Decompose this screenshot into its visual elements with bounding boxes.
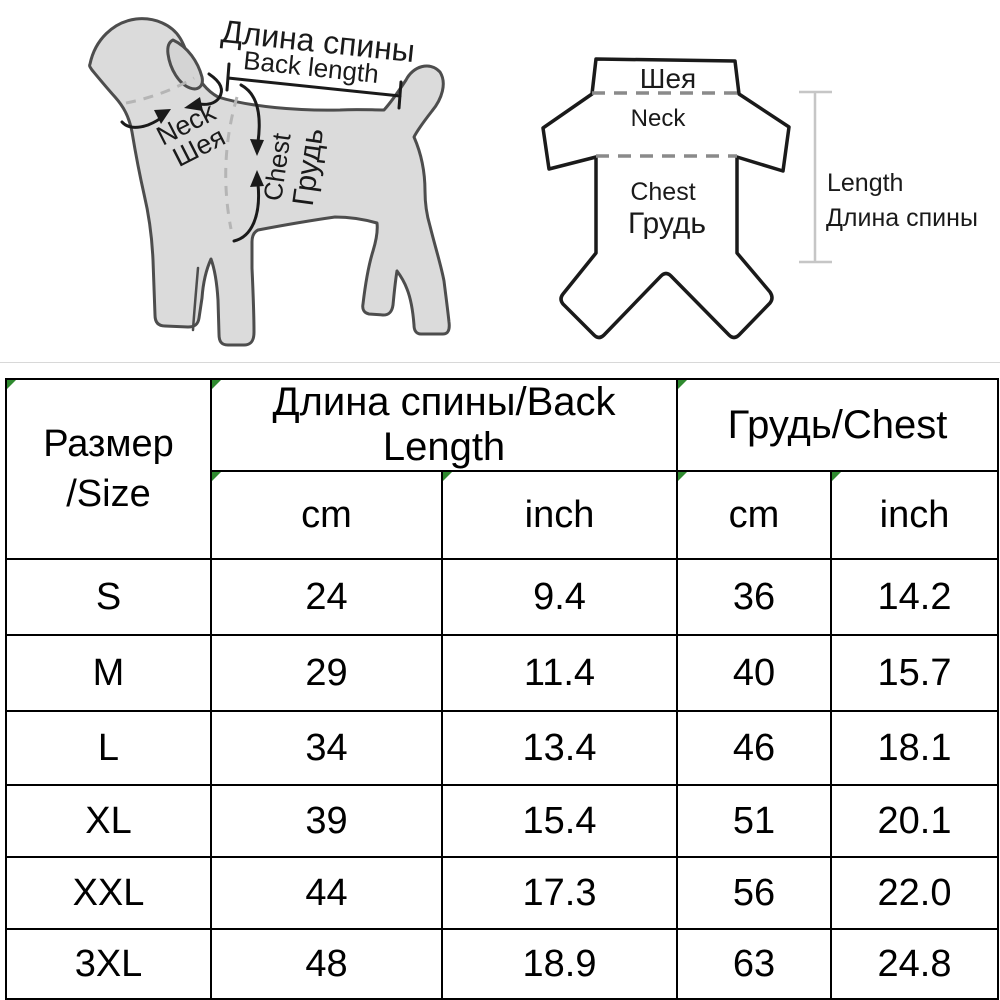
cell-corner-mark bbox=[678, 472, 687, 481]
cell-corner-mark bbox=[678, 380, 687, 389]
cell-corner-mark bbox=[443, 472, 452, 481]
chest-arrow-upper-curve bbox=[239, 83, 261, 144]
table-header-row-2: cm inch cm inch bbox=[6, 470, 1000, 560]
table-row-xl: XL 39 15.4 51 20.1 bbox=[5, 784, 1000, 858]
table-row-3xl: 3XL 48 18.9 63 24.8 bbox=[5, 928, 1000, 1000]
dog-measurement-diagram: Длина спины Back length Neck Шея Chest Г… bbox=[88, 13, 451, 347]
size-cell: M bbox=[5, 634, 212, 712]
table-top-artifact-line bbox=[0, 362, 1000, 363]
chest-arrow-upper-head bbox=[250, 139, 264, 156]
chest-arrow-lower-head bbox=[250, 170, 264, 187]
table-row-m: M 29 11.4 40 15.7 bbox=[5, 634, 1000, 712]
neck-arrow-left-head bbox=[154, 109, 171, 124]
chest-cm-cell: 51 bbox=[676, 784, 832, 858]
chest-inch-cell: 14.2 bbox=[829, 558, 1000, 636]
chest-inch-cell: 20.1 bbox=[829, 784, 1000, 858]
header-back-inch: inch bbox=[441, 470, 678, 560]
table-header-row-1: Размер /Size Длина спины/Back Length Гру… bbox=[5, 378, 1000, 560]
dog-front-leg-split-line bbox=[191, 266, 200, 332]
neck-arrow-top-head bbox=[184, 97, 203, 111]
header-chest-cm: cm bbox=[676, 470, 832, 560]
back-cm-cell: 24 bbox=[210, 558, 443, 636]
chest-cm-cell: 56 bbox=[676, 856, 832, 930]
size-cell: L bbox=[5, 710, 212, 786]
back-inch-cell: 18.9 bbox=[441, 928, 678, 1000]
garment-chest-en-label: Chest bbox=[630, 178, 695, 206]
chest-arrow-lower-curve bbox=[232, 182, 261, 243]
back-cm-cell: 34 bbox=[210, 710, 443, 786]
dog-ear-shape bbox=[166, 38, 204, 91]
chest-inch-cell: 18.1 bbox=[829, 710, 1000, 786]
garment-length-ru-label: Длина спины bbox=[826, 204, 978, 232]
garment-neck-en-label: Neck bbox=[631, 105, 687, 132]
back-inch-cell: 9.4 bbox=[441, 558, 678, 636]
header-chest: Грудь/Chest bbox=[675, 378, 1000, 472]
back-length-measure-line bbox=[225, 62, 403, 110]
garment-length-en-label: Length bbox=[827, 169, 903, 197]
header-size-column: Размер /Size bbox=[5, 378, 212, 560]
chest-cm-cell: 36 bbox=[676, 558, 832, 636]
header-size-line1: Размер bbox=[43, 422, 174, 465]
header-back-length: Длина спины/Back Length bbox=[210, 378, 678, 472]
back-inch-cell: 11.4 bbox=[441, 634, 678, 712]
header-back-cm: cm bbox=[210, 470, 443, 560]
neck-arrow-top-curve bbox=[197, 72, 223, 106]
garment-pattern-diagram: Шея Neck Chest Грудь Length Длина спины bbox=[541, 57, 978, 340]
table-row-xxl: XXL 44 17.3 56 22.0 bbox=[5, 856, 1000, 930]
garment-length-measure-line bbox=[799, 90, 832, 264]
back-cm-cell: 29 bbox=[210, 634, 443, 712]
chest-inch-cell: 24.8 bbox=[829, 928, 1000, 1000]
garment-neck-ru-label: Шея bbox=[640, 63, 696, 94]
back-inch-cell: 13.4 bbox=[441, 710, 678, 786]
neck-girth-dashed-line bbox=[125, 76, 195, 105]
header-chest-inch: inch bbox=[829, 470, 1000, 560]
size-cell: 3XL bbox=[5, 928, 212, 1000]
chest-cm-cell: 63 bbox=[676, 928, 832, 1000]
cell-corner-mark bbox=[212, 472, 221, 481]
cell-corner-mark bbox=[212, 380, 221, 389]
back-inch-cell: 15.4 bbox=[441, 784, 678, 858]
chest-cm-cell: 46 bbox=[676, 710, 832, 786]
back-cm-cell: 48 bbox=[210, 928, 443, 1000]
garment-chest-ru-label: Грудь bbox=[628, 207, 706, 240]
cell-corner-mark bbox=[832, 472, 841, 481]
back-cm-cell: 44 bbox=[210, 856, 443, 930]
size-cell: S bbox=[5, 558, 212, 636]
table-row-s: S 24 9.4 36 14.2 bbox=[5, 558, 1000, 636]
chest-cm-cell: 40 bbox=[676, 634, 832, 712]
cell-corner-mark bbox=[7, 380, 16, 389]
garment-outline-shape bbox=[541, 57, 791, 340]
back-inch-cell: 17.3 bbox=[441, 856, 678, 930]
size-table: Размер /Size Длина спины/Back Length Гру… bbox=[5, 378, 1000, 1000]
chest-inch-cell: 15.7 bbox=[829, 634, 1000, 712]
chest-inch-cell: 22.0 bbox=[829, 856, 1000, 930]
table-row-l: L 34 13.4 46 18.1 bbox=[5, 710, 1000, 786]
size-cell: XL bbox=[5, 784, 212, 858]
back-cm-cell: 39 bbox=[210, 784, 443, 858]
header-size-line2: /Size bbox=[66, 473, 151, 515]
size-cell: XXL bbox=[5, 856, 212, 930]
